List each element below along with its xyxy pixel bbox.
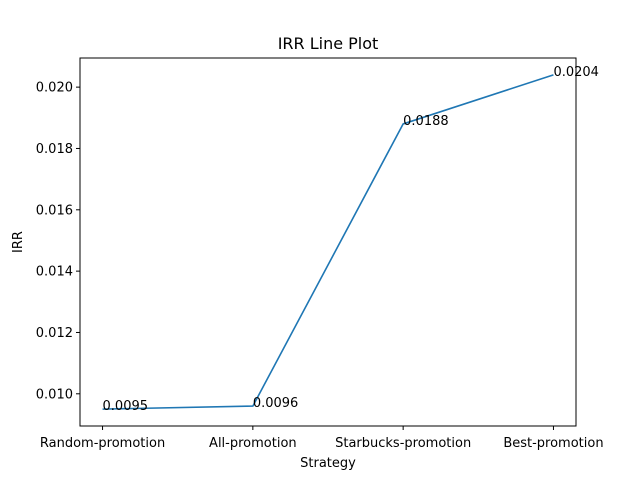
y-tick-label: 0.020 (36, 81, 73, 96)
x-tick-label: Starbucks-promotion (335, 436, 471, 451)
chart-title: IRR Line Plot (278, 34, 379, 53)
data-label: 0.0188 (403, 114, 449, 129)
x-tick-label: All-promotion (209, 436, 297, 451)
y-tick-label: 0.016 (36, 203, 73, 218)
y-tick-label: 0.014 (36, 265, 73, 280)
y-tick-label: 0.010 (36, 387, 73, 402)
y-axis-label: IRR (11, 231, 26, 253)
y-tick-label: 0.012 (36, 326, 73, 341)
plot-frame (79, 57, 577, 427)
x-tick-label: Random-promotion (40, 436, 165, 451)
series-line (102, 74, 554, 410)
y-tick-label: 0.018 (36, 142, 73, 157)
data-label: 0.0095 (103, 399, 149, 414)
data-label: 0.0096 (253, 396, 299, 411)
x-axis-label: Strategy (300, 456, 356, 471)
x-tick-label: Best-promotion (503, 436, 603, 451)
data-label: 0.0204 (553, 65, 599, 80)
